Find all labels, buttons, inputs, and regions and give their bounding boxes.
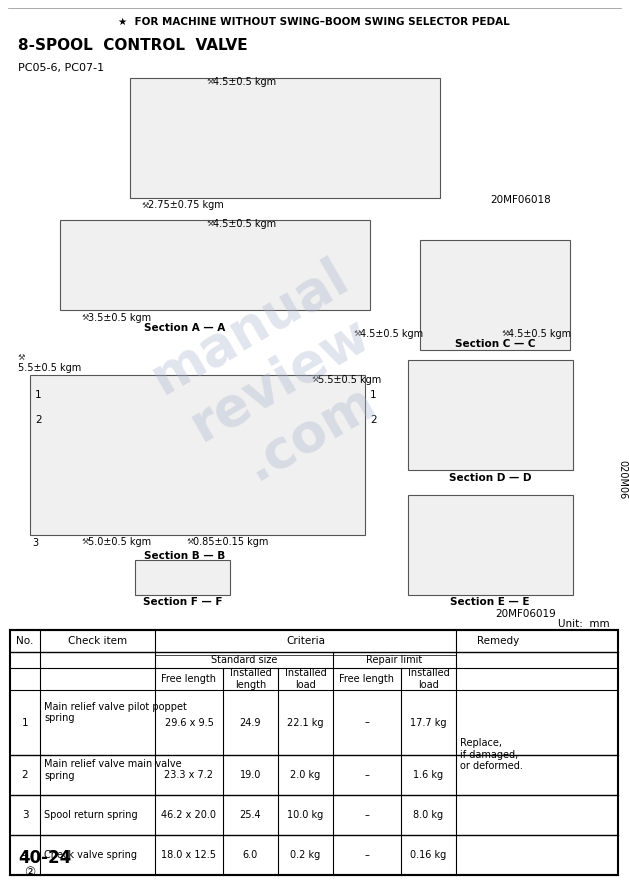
Text: 2.0 kg: 2.0 kg — [291, 770, 321, 780]
Text: ⚒: ⚒ — [82, 314, 89, 323]
Bar — [30, 375, 365, 535]
Text: –: – — [365, 770, 369, 780]
Text: 5.5±0.5 kgm: 5.5±0.5 kgm — [18, 363, 81, 373]
Text: ⚒: ⚒ — [207, 78, 214, 87]
Text: 10.0 kg: 10.0 kg — [287, 810, 324, 820]
Text: Check valve spring: Check valve spring — [44, 850, 137, 860]
Text: Free length: Free length — [162, 674, 216, 684]
Text: 2.75±0.75 kgm: 2.75±0.75 kgm — [148, 200, 224, 210]
Text: 1.6 kg: 1.6 kg — [413, 770, 443, 780]
Text: 46.2 x 20.0: 46.2 x 20.0 — [162, 810, 216, 820]
Text: ②: ② — [24, 865, 35, 879]
Text: Section D — D: Section D — D — [448, 473, 532, 483]
Text: 22.1 kg: 22.1 kg — [287, 718, 324, 728]
Text: 6.0: 6.0 — [243, 850, 258, 860]
Text: ⚒: ⚒ — [142, 201, 150, 210]
Text: Replace,
if damaged,
or deformed.: Replace, if damaged, or deformed. — [460, 738, 523, 772]
Text: 4.5±0.5 kgm: 4.5±0.5 kgm — [213, 219, 276, 229]
Text: 3: 3 — [21, 810, 28, 820]
Text: 23.3 x 7.2: 23.3 x 7.2 — [165, 770, 213, 780]
Text: –: – — [365, 718, 369, 728]
Text: 4.5±0.5 kgm: 4.5±0.5 kgm — [360, 329, 423, 339]
Text: Repair limit: Repair limit — [366, 655, 423, 665]
Text: Unit:  mm: Unit: mm — [559, 619, 610, 629]
Text: 29.6 x 9.5: 29.6 x 9.5 — [165, 718, 213, 728]
Bar — [130, 78, 440, 198]
Text: ⚒: ⚒ — [502, 330, 509, 339]
Text: Section F — F: Section F — F — [143, 597, 223, 607]
Bar — [420, 240, 570, 350]
Text: 2: 2 — [21, 770, 28, 780]
Text: 5.0±0.5 kgm: 5.0±0.5 kgm — [88, 537, 151, 547]
Text: 1: 1 — [21, 718, 28, 728]
Text: ⚒: ⚒ — [354, 330, 362, 339]
Text: PC05-6, PC07-1: PC05-6, PC07-1 — [18, 63, 104, 73]
Text: manual
review
.com: manual review .com — [142, 251, 418, 509]
Text: Check item: Check item — [68, 636, 127, 646]
Bar — [135, 560, 230, 595]
Text: 2: 2 — [370, 415, 377, 425]
Bar — [408, 495, 573, 595]
Text: 25.4: 25.4 — [240, 810, 261, 820]
Bar — [408, 360, 573, 470]
Text: ⚒: ⚒ — [82, 537, 89, 546]
Text: 3: 3 — [32, 538, 38, 548]
Text: Installed
length: Installed length — [230, 668, 271, 690]
Text: Installed
load: Installed load — [285, 668, 326, 690]
Text: 20MF06018: 20MF06018 — [490, 195, 551, 205]
Text: 19.0: 19.0 — [240, 770, 261, 780]
Text: 3.5±0.5 kgm: 3.5±0.5 kgm — [88, 313, 151, 323]
Text: 18.0 x 12.5: 18.0 x 12.5 — [162, 850, 216, 860]
Text: –: – — [365, 850, 369, 860]
Text: ⚒: ⚒ — [18, 354, 26, 362]
Text: Standard size: Standard size — [211, 655, 277, 665]
Text: Free length: Free length — [340, 674, 394, 684]
Text: Criteria: Criteria — [286, 636, 325, 646]
Text: 4.5±0.5 kgm: 4.5±0.5 kgm — [508, 329, 571, 339]
Text: 0.16 kg: 0.16 kg — [410, 850, 447, 860]
Bar — [10, 630, 618, 875]
Text: 17.7 kg: 17.7 kg — [410, 718, 447, 728]
Bar — [60, 220, 370, 310]
Text: 8.0 kg: 8.0 kg — [413, 810, 443, 820]
Text: 1: 1 — [370, 390, 377, 400]
Text: 0.2 kg: 0.2 kg — [291, 850, 321, 860]
Text: 4.5±0.5 kgm: 4.5±0.5 kgm — [213, 77, 276, 87]
Text: 5.5±0.5 kgm: 5.5±0.5 kgm — [318, 375, 381, 385]
Text: No.: No. — [16, 636, 34, 646]
Text: Main relief valve pilot poppet
spring: Main relief valve pilot poppet spring — [44, 702, 187, 723]
Text: ⚒: ⚒ — [187, 537, 194, 546]
Text: 8-SPOOL  CONTROL  VALVE: 8-SPOOL CONTROL VALVE — [18, 37, 248, 52]
Text: Section C — C: Section C — C — [455, 339, 535, 349]
Text: ⚒: ⚒ — [207, 219, 214, 228]
Text: ★  FOR MACHINE WITHOUT SWING–BOOM SWING SELECTOR PEDAL: ★ FOR MACHINE WITHOUT SWING–BOOM SWING S… — [118, 17, 510, 27]
Text: 40-24: 40-24 — [18, 849, 71, 867]
Text: Installed
load: Installed load — [408, 668, 449, 690]
Text: 4: 4 — [21, 850, 28, 860]
Text: 1: 1 — [35, 390, 42, 400]
Text: Main relief valve main valve
spring: Main relief valve main valve spring — [44, 759, 182, 781]
Text: Section E — E: Section E — E — [450, 597, 530, 607]
Text: Remedy: Remedy — [477, 636, 520, 646]
Text: Section A — A: Section A — A — [145, 323, 226, 333]
Text: ⚒: ⚒ — [312, 376, 320, 385]
Text: Spool return spring: Spool return spring — [44, 810, 138, 820]
Text: 24.9: 24.9 — [240, 718, 261, 728]
Text: 2: 2 — [35, 415, 42, 425]
Text: 20MF06019: 20MF06019 — [495, 609, 556, 619]
Text: Section B — B: Section B — B — [145, 551, 226, 561]
Text: 0.85±0.15 kgm: 0.85±0.15 kgm — [193, 537, 269, 547]
Text: –: – — [365, 810, 369, 820]
Text: 020M06: 020M06 — [617, 461, 627, 499]
